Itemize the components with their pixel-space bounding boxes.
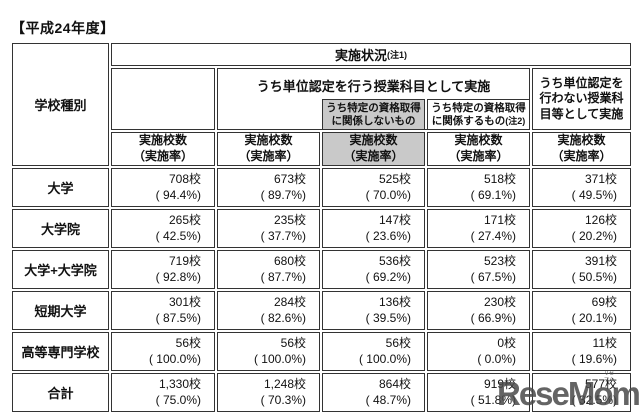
cell-no-credit: 69校( 20.1%) xyxy=(532,291,631,330)
cell-no-credit: 11校( 19.6%) xyxy=(532,332,631,371)
header-count-rate-5: 実施校数 （実施率） xyxy=(532,132,631,166)
cell-total: 719校( 92.8%) xyxy=(111,250,215,289)
header-status-note: (注1) xyxy=(387,50,407,60)
table-row-total: 合計 1,330校( 75.0%) 1,248校( 70.3%) 864校( 4… xyxy=(12,373,631,412)
cell-not-related: 56校( 100.0%) xyxy=(322,332,425,371)
cell-no-credit: 577校( 32.5%) xyxy=(532,373,631,412)
header-no-credit-course: うち単位認定を行わない授業科目等として実施 xyxy=(532,68,631,130)
row-label: 大学院 xyxy=(12,209,109,248)
cell-credit: 673校( 89.7%) xyxy=(217,168,320,207)
cell-total: 301校( 87.5%) xyxy=(111,291,215,330)
cell-no-credit: 126校( 20.2%) xyxy=(532,209,631,248)
cell-not-related: 136校( 39.5%) xyxy=(322,291,425,330)
row-label: 高等専門学校 xyxy=(12,332,109,371)
cell-total: 56校( 100.0%) xyxy=(111,332,215,371)
header-status: 実施状況 (注1) xyxy=(111,43,631,66)
row-label: 大学 xyxy=(12,168,109,207)
header-spacer-cell xyxy=(111,68,215,130)
header-related-note: (注2) xyxy=(505,115,526,126)
cell-credit: 235校( 37.7%) xyxy=(217,209,320,248)
cell-related: 171校( 27.4%) xyxy=(427,209,530,248)
header-count-rate-1: 実施校数 （実施率） xyxy=(111,132,215,166)
table-row-university: 大学 708校( 94.4%) 673校( 89.7%) 525校( 70.0%… xyxy=(12,168,631,207)
table-row-univ-plus-grad: 大学+大学院 719校( 92.8%) 680校( 87.7%) 536校( 6… xyxy=(12,250,631,289)
cell-not-related: 864校( 48.7%) xyxy=(322,373,425,412)
header-school-type: 学校種別 xyxy=(12,43,109,166)
row-label: 短期大学 xyxy=(12,291,109,330)
cell-related: 0校( 0.0%) xyxy=(427,332,530,371)
cell-related: 523校( 67.5%) xyxy=(427,250,530,289)
cell-no-credit: 371校( 49.5%) xyxy=(532,168,631,207)
table-body: 大学 708校( 94.4%) 673校( 89.7%) 525校( 70.0%… xyxy=(12,168,631,412)
cell-credit: 56校( 100.0%) xyxy=(217,332,320,371)
cell-not-related: 536校( 69.2%) xyxy=(322,250,425,289)
header-count-rate-4: 実施校数 （実施率） xyxy=(427,132,530,166)
cell-related: 230校( 66.9%) xyxy=(427,291,530,330)
table-row-technical-college: 高等専門学校 56校( 100.0%) 56校( 100.0%) 56校( 10… xyxy=(12,332,631,371)
header-related-qualification-text: うち特定の資格取得に関係するもの(注2) xyxy=(431,101,526,127)
page-title: 【平成24年度】 xyxy=(11,20,115,36)
cell-total: 265校( 42.5%) xyxy=(111,209,215,248)
cell-no-credit: 391校( 50.5%) xyxy=(532,250,631,289)
header-status-text: 実施状況 xyxy=(334,48,387,63)
header-credit-course-text: うち単位認定を行う授業科目として実施 xyxy=(256,79,491,94)
table-row-graduate-school: 大学院 265校( 42.5%) 235校( 37.7%) 147校( 23.6… xyxy=(12,209,631,248)
cell-credit: 680校( 87.7%) xyxy=(217,250,320,289)
data-table: 学校種別 実施状況 (注1) うち単位認定を行う授業科目として実施 うち単位認定を… xyxy=(12,43,631,412)
cell-total: 708校( 94.4%) xyxy=(111,168,215,207)
cell-not-related: 147校( 23.6%) xyxy=(322,209,425,248)
header-count-rate-3: 実施校数 （実施率） xyxy=(322,132,425,166)
cell-credit: 284校( 82.6%) xyxy=(217,291,320,330)
table-row-junior-college: 短期大学 301校( 87.5%) 284校( 82.6%) 136校( 39.… xyxy=(12,291,631,330)
cell-related: 919校( 51.8%) xyxy=(427,373,530,412)
row-label: 大学+大学院 xyxy=(12,250,109,289)
header-count-rate-2: 実施校数 （実施率） xyxy=(217,132,320,166)
cell-total: 1,330校( 75.0%) xyxy=(111,373,215,412)
cell-credit: 1,248校( 70.3%) xyxy=(217,373,320,412)
cell-not-related: 525校( 70.0%) xyxy=(322,168,425,207)
header-not-related-qualification: うち特定の資格取得に関係しないもの xyxy=(322,99,425,130)
cell-related: 518校( 69.1%) xyxy=(427,168,530,207)
row-label: 合計 xyxy=(12,373,109,412)
header-related-qualification: うち特定の資格取得に関係するもの(注2) xyxy=(427,99,530,130)
